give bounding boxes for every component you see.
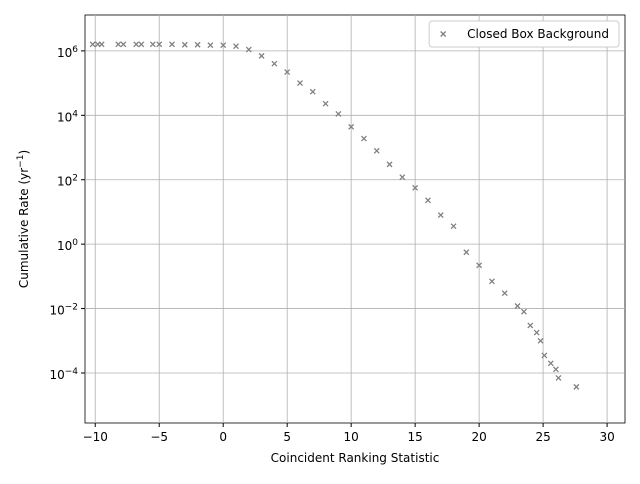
x-tick-label: 20 (471, 430, 486, 444)
point (194, 41, 201, 48)
point (133, 41, 140, 48)
point (386, 161, 393, 168)
y-tick-label: 100 (57, 238, 78, 253)
x-tick-label: −10 (83, 430, 108, 444)
point (373, 147, 380, 154)
y-tick-label: 10−2 (49, 303, 78, 318)
y-tick-label: 10−4 (49, 367, 78, 382)
point (98, 41, 105, 48)
point (527, 322, 534, 329)
point (120, 41, 127, 48)
y-tick-label: 106 (57, 45, 78, 60)
point (245, 46, 252, 53)
legend-label: Closed Box Background (467, 27, 609, 41)
axes-frame (84, 14, 626, 424)
x-tick-label: 5 (283, 430, 291, 444)
legend: Closed Box Background (428, 20, 620, 48)
point (537, 337, 544, 344)
point (181, 41, 188, 48)
y-tick-label: 102 (57, 174, 78, 189)
x-tick-label: 0 (219, 430, 227, 444)
point (501, 290, 508, 297)
point (309, 88, 316, 95)
point (138, 41, 145, 48)
point (399, 174, 406, 181)
point (520, 308, 527, 315)
point (514, 303, 521, 309)
point (360, 135, 367, 142)
point (450, 223, 457, 230)
point (89, 41, 96, 48)
point (335, 111, 342, 117)
point (533, 329, 540, 336)
x-tick-label: 15 (408, 430, 423, 444)
point (115, 41, 122, 48)
point (297, 80, 303, 87)
point (476, 262, 483, 269)
point (488, 278, 495, 285)
point (573, 383, 580, 390)
point (424, 197, 431, 204)
point (547, 360, 554, 367)
point (541, 352, 548, 359)
x-tick-label: −5 (150, 430, 168, 444)
x-tick-label: 30 (599, 430, 614, 444)
point (207, 42, 214, 49)
x-tick-label: 25 (535, 430, 550, 444)
point (169, 41, 175, 48)
point (555, 375, 562, 381)
point (149, 41, 156, 48)
point (271, 60, 278, 67)
y-axis-label: Cumulative Rate (yr−1) (16, 150, 31, 288)
y-tick-label: 104 (57, 109, 78, 124)
point (437, 212, 444, 219)
point (156, 41, 163, 48)
x-tick-label: 10 (344, 430, 359, 444)
point (233, 43, 239, 50)
point (258, 52, 265, 59)
x-axis-label: Coincident Ranking Statistic (271, 451, 440, 465)
point (463, 249, 470, 256)
point (220, 42, 227, 49)
point (412, 184, 419, 191)
legend-box (428, 20, 620, 48)
point (322, 100, 329, 107)
point (284, 69, 291, 76)
legend-marker (440, 31, 447, 37)
point (348, 123, 355, 130)
point (552, 366, 559, 373)
